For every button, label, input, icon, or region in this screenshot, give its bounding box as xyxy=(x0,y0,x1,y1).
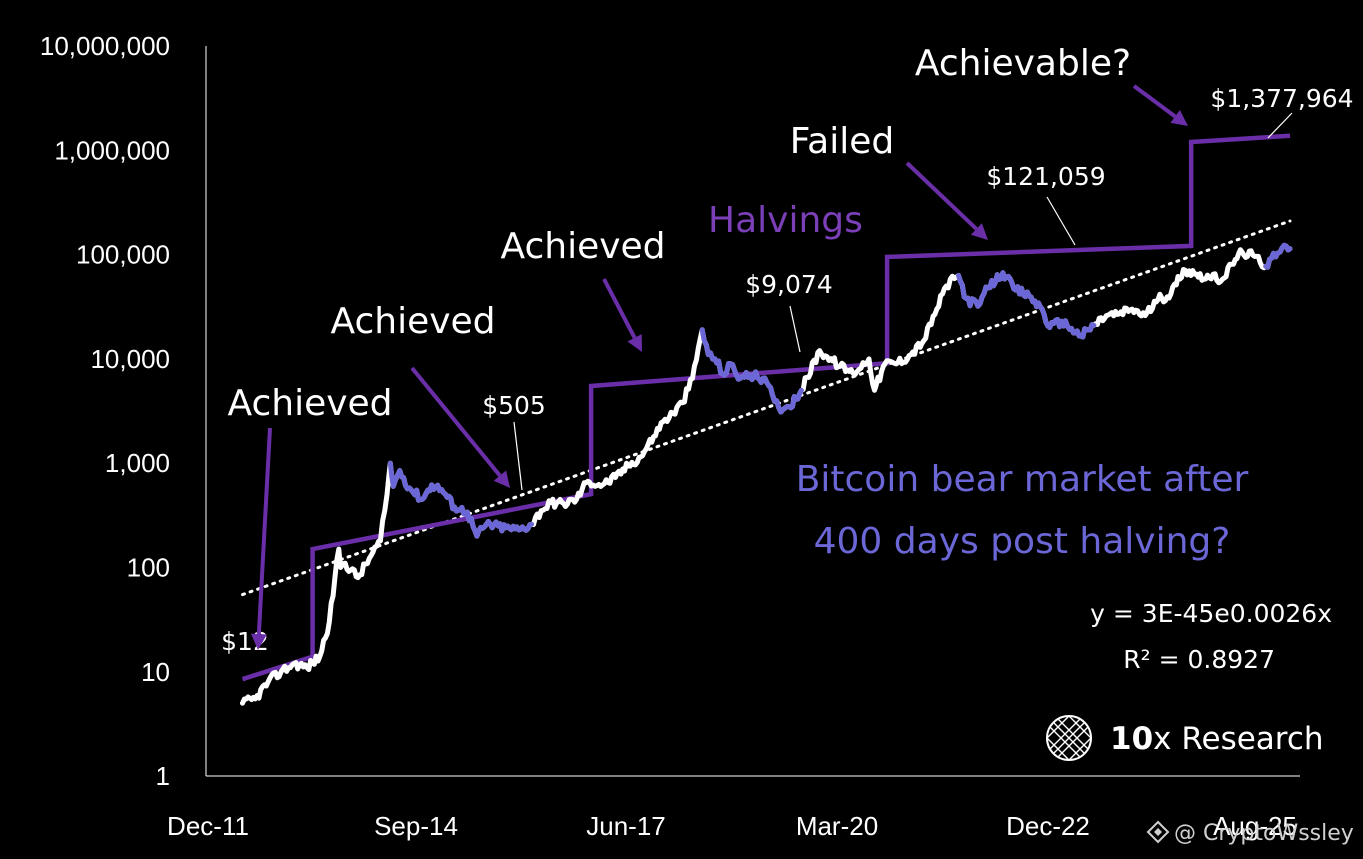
annotation-arrow xyxy=(602,278,637,339)
globe-lattice-icon xyxy=(1046,715,1092,761)
annotation-arrow xyxy=(905,161,978,231)
y-tick-label: 1,000,000 xyxy=(54,135,170,165)
binance-diamond-icon xyxy=(1146,820,1170,844)
annotation-arrow xyxy=(1132,84,1177,119)
price-label-leader xyxy=(789,305,801,353)
annotation-label: Achieved xyxy=(227,383,392,424)
annotation-arrow xyxy=(256,427,272,635)
brand-logo: 10x Research xyxy=(1046,715,1324,761)
annotation-label: Achieved xyxy=(330,301,495,342)
y-tick-label: 10,000 xyxy=(90,344,170,374)
bear-market-segment xyxy=(699,327,804,415)
svg-text:10x Research: 10x Research xyxy=(1110,721,1324,757)
y-tick-label: 100,000 xyxy=(76,240,170,270)
annotation-arrowhead xyxy=(627,334,642,352)
bear-market-segment xyxy=(387,460,535,539)
y-tick-label: 10 xyxy=(141,657,170,687)
x-tick-label: Aug-25 xyxy=(1213,811,1297,841)
y-tick-labels: 1 10 100 1,000 10,000 100,000 1,000,000 10,000,… xyxy=(40,31,170,791)
bear-market-segment xyxy=(956,270,1097,340)
annotation-labels: AchievedAchievedAchievedFailedAchievable… xyxy=(227,43,1131,424)
trend-r-squared: R² = 0.8927 xyxy=(1123,645,1275,674)
annotation-arrows xyxy=(250,84,1188,650)
annotation-label: Achievable? xyxy=(915,43,1131,84)
price-label: $121,059 xyxy=(986,162,1105,191)
watermark-text: @ CryptoWssley xyxy=(1174,821,1354,846)
y-tick-label: 100 xyxy=(127,553,170,583)
halving-step-group xyxy=(241,133,1291,682)
halvings-label: Halvings xyxy=(708,200,863,241)
annotation-arrowhead xyxy=(250,633,267,650)
y-tick-label: 1 xyxy=(156,761,170,791)
question-line-1: Bitcoin bear market after xyxy=(796,459,1249,500)
halving-step-line xyxy=(241,133,1291,682)
axes xyxy=(205,46,1300,777)
x-tick-label: Dec-22 xyxy=(1006,811,1090,841)
annotation-arrowhead xyxy=(493,470,510,488)
watermark: @ CryptoWssley xyxy=(1146,820,1354,846)
annotation-arrowhead xyxy=(970,223,988,240)
x-tick-labels: Dec-11 Sep-14 Jun-17 Mar-20 Dec-22 Aug-25 xyxy=(167,811,1297,841)
trend-equation: y = 3E-45e0.0026x xyxy=(1090,599,1332,628)
y-tick-label: 10,000,000 xyxy=(40,31,170,61)
price-label: $1,377,964 xyxy=(1210,84,1353,113)
x-tick-label: Mar-20 xyxy=(796,811,878,841)
question-line-2: 400 days post halving? xyxy=(814,521,1231,562)
x-tick-label: Dec-11 xyxy=(167,811,249,841)
y-tick-label: 1,000 xyxy=(105,448,170,478)
x-tick-label: Jun-17 xyxy=(586,811,666,841)
brand-10: 10 xyxy=(1110,721,1153,757)
price-label-leader xyxy=(513,421,523,491)
bear-market-segment xyxy=(1263,242,1293,270)
price-label-leader xyxy=(1046,196,1076,246)
price-label: $9,074 xyxy=(745,270,832,299)
annotation-arrow xyxy=(410,366,502,477)
price-label-leader xyxy=(1267,112,1293,139)
annotation-label: Failed xyxy=(790,121,894,162)
annotation-arrowhead xyxy=(1170,110,1188,126)
brand-x: x xyxy=(1153,721,1171,757)
annotation-label: Achieved xyxy=(500,226,665,267)
price-label: $505 xyxy=(482,391,546,420)
brand-research: Research xyxy=(1172,721,1324,757)
bear-group xyxy=(387,242,1293,539)
trendline xyxy=(241,219,1292,597)
trendline-group xyxy=(241,219,1292,597)
x-tick-label: Sep-14 xyxy=(374,811,458,841)
